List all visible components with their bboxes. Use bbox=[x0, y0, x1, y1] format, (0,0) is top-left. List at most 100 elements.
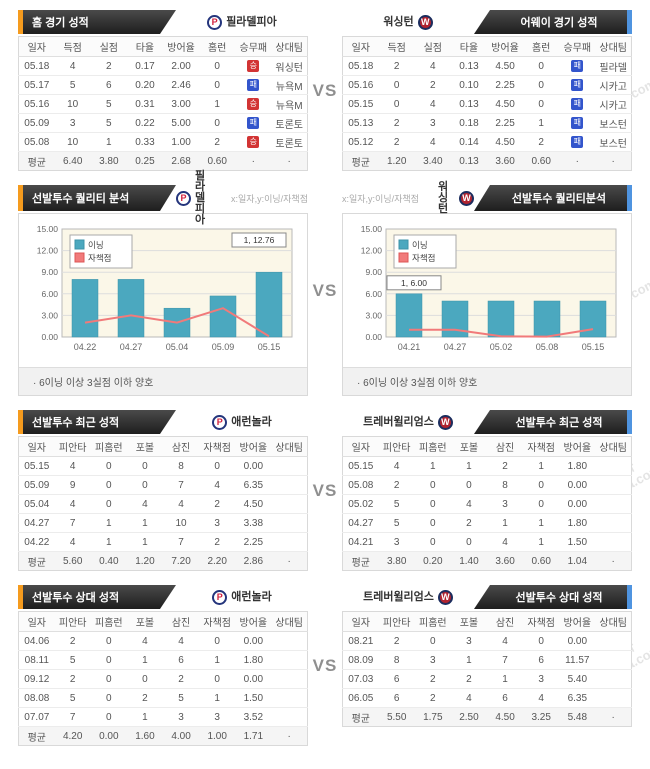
team-name: 필라델피아 bbox=[195, 169, 206, 226]
table-cell: 0 bbox=[90, 669, 127, 689]
table-cell: 패 bbox=[559, 94, 596, 114]
table-cell: 1.50 bbox=[559, 532, 596, 552]
panel-header: 선발투수 최근 성적 P 애런놀라 bbox=[18, 410, 308, 434]
team-name: 워싱턴 bbox=[438, 180, 449, 215]
x-tick-label: 04.21 bbox=[398, 342, 421, 352]
lose-badge: 패 bbox=[571, 98, 584, 110]
table-cell bbox=[595, 631, 632, 651]
table-cell bbox=[271, 513, 308, 533]
table-cell: 07.03 bbox=[342, 669, 379, 689]
panel-header: 홈 경기 성적 P 필라델피아 bbox=[18, 10, 308, 34]
y-tick-label: 0.00 bbox=[365, 332, 382, 342]
table-row: 07.03 6 2 2 1 3 5.40 bbox=[342, 669, 632, 689]
win-badge: 승 bbox=[247, 136, 260, 148]
table-cell: 2.68 bbox=[163, 151, 200, 171]
table-cell: 0.17 bbox=[126, 56, 163, 76]
table-row: 05.02 5 0 4 3 0 0.00 bbox=[342, 494, 632, 514]
lose-badge: 패 bbox=[247, 79, 260, 91]
table-cell: 0.18 bbox=[450, 113, 487, 133]
team-label: P 필라델피아 bbox=[176, 10, 308, 34]
home-record-table: 일자 득점 실점 타율 방어율 홈런 승무패 상대팀 05.18 4 2 0.17 2.00 0 승 워싱턴 0… bbox=[18, 36, 308, 171]
table-cell: 1 bbox=[126, 650, 163, 670]
tooltip-text: 1, 12.76 bbox=[244, 235, 275, 245]
column-header: 방어율 bbox=[235, 611, 272, 632]
phillies-logo-icon: P bbox=[212, 414, 228, 430]
section-title: 선발투수 최근 성적 bbox=[32, 417, 120, 429]
legend-swatch-innings bbox=[398, 239, 409, 250]
table-cell: 4 bbox=[163, 494, 200, 514]
table-cell: 0.25 bbox=[126, 151, 163, 171]
player-name: 애런놀라 bbox=[231, 590, 272, 603]
table-cell bbox=[271, 688, 308, 708]
table-row: 08.11 5 0 1 6 1 1.80 bbox=[18, 650, 308, 670]
table-cell: 0 bbox=[126, 456, 163, 476]
table-cell: 05.08 bbox=[18, 132, 55, 152]
nationals-logo-icon: W bbox=[459, 190, 474, 206]
header-row: 일자 피안타 피홈런 포볼 삼진 자책점 방어율 상대팀 bbox=[18, 611, 308, 632]
table-cell: 1.75 bbox=[414, 707, 451, 727]
vs-label: VS bbox=[312, 280, 338, 300]
table-cell: 0 bbox=[523, 75, 560, 95]
table-body: 08.21 2 0 3 4 0 0.00 08.09 8 3 1 7 6 11.57 07.03 6 2 2 1 3 5… bbox=[342, 631, 632, 727]
table-body: 05.18 2 4 0.13 4.50 0 패 필라델 05.16 0 2 0.10 2.25 0 패 시카고… bbox=[342, 56, 632, 171]
table-cell: 2.20 bbox=[199, 551, 236, 571]
legend-swatch-innings bbox=[74, 239, 85, 250]
legend-swatch-earned-runs bbox=[398, 252, 409, 263]
home-record-panel: 홈 경기 성적 P 필라델피아 일자 득점 실점 타율 방어율 홈런 승무패 상대팀 05.18… bbox=[18, 10, 308, 171]
table-cell bbox=[595, 456, 632, 476]
table-cell: 패 bbox=[559, 132, 596, 152]
table-cell: 5.48 bbox=[559, 707, 596, 727]
table-cell: 3.80 bbox=[378, 551, 415, 571]
table-cell: 2 bbox=[54, 669, 91, 689]
table-cell: 7.20 bbox=[163, 551, 200, 571]
table-cell: 1.50 bbox=[235, 688, 272, 708]
table-cell: 0.60 bbox=[523, 151, 560, 171]
tooltip-box bbox=[231, 232, 287, 248]
table-cell: 3.60 bbox=[487, 151, 524, 171]
table-cell: 3.80 bbox=[90, 151, 127, 171]
table-row: 07.07 7 0 1 3 3 3.52 bbox=[18, 707, 308, 727]
average-row: 평균 5.50 1.75 2.50 4.50 3.25 5.48 · bbox=[342, 707, 632, 727]
table-cell: 04.22 bbox=[18, 532, 55, 552]
table-cell: 6 bbox=[90, 75, 127, 95]
table-cell: 0 bbox=[90, 456, 127, 476]
table-cell: 평균 bbox=[342, 551, 379, 571]
x-tick-label: 05.02 bbox=[490, 342, 513, 352]
x-tick-label: 05.15 bbox=[582, 342, 605, 352]
table-cell: 0.10 bbox=[450, 75, 487, 95]
table-cell: 09.12 bbox=[18, 669, 55, 689]
column-header: 삼진 bbox=[487, 611, 524, 632]
table-cell: 5 bbox=[378, 513, 415, 533]
table-row: 04.22 4 1 1 7 2 2.25 bbox=[18, 532, 308, 552]
table-cell: 승 bbox=[235, 94, 272, 114]
column-header: 피홈런 bbox=[414, 436, 451, 457]
table-cell: 1 bbox=[487, 669, 524, 689]
table-cell: 토론토 bbox=[271, 132, 308, 152]
table-cell bbox=[595, 494, 632, 514]
table-cell: 0 bbox=[90, 631, 127, 651]
y-tick-label: 12.00 bbox=[361, 246, 383, 256]
table-row: 08.09 8 3 1 7 6 11.57 bbox=[342, 650, 632, 670]
table-header: 일자 득점 실점 타율 방어율 홈런 승무패 상대팀 bbox=[342, 36, 632, 57]
table-cell: 0 bbox=[199, 56, 236, 76]
x-tick-label: 05.15 bbox=[258, 342, 281, 352]
table-cell: 1 bbox=[523, 456, 560, 476]
pitcher-vs-table-right: 일자 피안타 피홈런 포볼 삼진 자책점 방어율 상대팀 08.21 2 0 3 4 0 0.00 08.09… bbox=[342, 611, 632, 727]
table-cell: 1 bbox=[450, 456, 487, 476]
panel-header: 워싱턴 W 어웨이 경기 성적 bbox=[342, 10, 632, 34]
table-cell: 04.27 bbox=[342, 513, 379, 533]
table-cell: 3 bbox=[414, 113, 451, 133]
table-cell: 평균 bbox=[342, 707, 379, 727]
table-cell: 5.00 bbox=[163, 113, 200, 133]
table-cell: 3.52 bbox=[235, 707, 272, 727]
table-row: 05.09 9 0 0 7 4 6.35 bbox=[18, 475, 308, 495]
table-cell: 4.50 bbox=[487, 94, 524, 114]
table-cell: 4 bbox=[126, 631, 163, 651]
table-cell bbox=[271, 707, 308, 727]
column-header: 피안타 bbox=[54, 611, 91, 632]
column-header: 삼진 bbox=[163, 611, 200, 632]
table-cell: 워싱턴 bbox=[271, 56, 308, 76]
column-header: 피안타 bbox=[378, 436, 415, 457]
table-cell: 6 bbox=[487, 688, 524, 708]
table-cell: 필라델 bbox=[595, 56, 632, 76]
